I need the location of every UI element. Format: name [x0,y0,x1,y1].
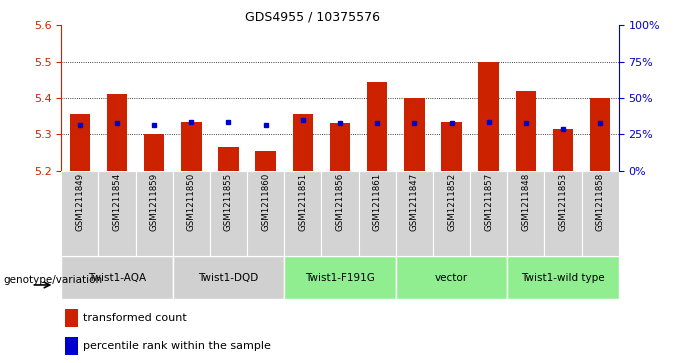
Bar [470,171,507,256]
Bar [358,171,396,256]
Bar [507,256,619,299]
Bar [322,171,358,256]
Bar [107,94,127,171]
Text: GSM1211850: GSM1211850 [187,173,196,232]
Bar [218,147,239,171]
Text: GSM1211858: GSM1211858 [596,173,605,232]
Text: GSM1211849: GSM1211849 [75,173,84,231]
Bar [581,171,619,256]
Text: Twist1-wild type: Twist1-wild type [522,273,605,283]
Text: GSM1211856: GSM1211856 [335,173,345,232]
Bar [65,337,78,355]
Text: GSM1211853: GSM1211853 [558,173,568,232]
Bar [404,98,424,171]
Bar [507,171,545,256]
Text: vector: vector [435,273,468,283]
Bar [173,171,210,256]
Text: GSM1211854: GSM1211854 [112,173,122,232]
Bar [210,171,247,256]
Text: transformed count: transformed count [83,313,187,323]
Bar [330,123,350,171]
Bar [367,82,388,171]
Text: Twist1-F191G: Twist1-F191G [305,273,375,283]
Bar [590,98,611,171]
Bar [479,62,499,171]
Bar [135,171,173,256]
Bar [247,171,284,256]
Text: GSM1211857: GSM1211857 [484,173,493,232]
Text: GSM1211852: GSM1211852 [447,173,456,232]
Text: percentile rank within the sample: percentile rank within the sample [83,341,271,351]
Bar [144,134,165,171]
Bar [99,171,135,256]
Bar [292,114,313,171]
Text: GSM1211851: GSM1211851 [299,173,307,232]
Bar [256,151,276,171]
Text: genotype/variation: genotype/variation [3,275,103,285]
Bar [441,122,462,171]
Bar [69,114,90,171]
Bar [433,171,470,256]
Text: GSM1211847: GSM1211847 [410,173,419,232]
Text: GSM1211848: GSM1211848 [522,173,530,232]
Bar [173,256,284,299]
Text: GSM1211859: GSM1211859 [150,173,158,231]
Text: GSM1211861: GSM1211861 [373,173,381,232]
Bar [396,171,433,256]
Bar [284,171,322,256]
Text: Twist1-DQD: Twist1-DQD [199,273,258,283]
Bar [545,171,581,256]
Bar [396,256,507,299]
Bar [284,256,396,299]
Bar [61,256,173,299]
Text: GSM1211855: GSM1211855 [224,173,233,232]
Text: Twist1-AQA: Twist1-AQA [88,273,146,283]
Bar [515,91,536,171]
Bar [65,309,78,327]
Bar [181,122,201,171]
Text: GSM1211860: GSM1211860 [261,173,270,232]
Text: GDS4955 / 10375576: GDS4955 / 10375576 [245,11,379,24]
Bar [553,129,573,171]
Bar [61,171,99,256]
